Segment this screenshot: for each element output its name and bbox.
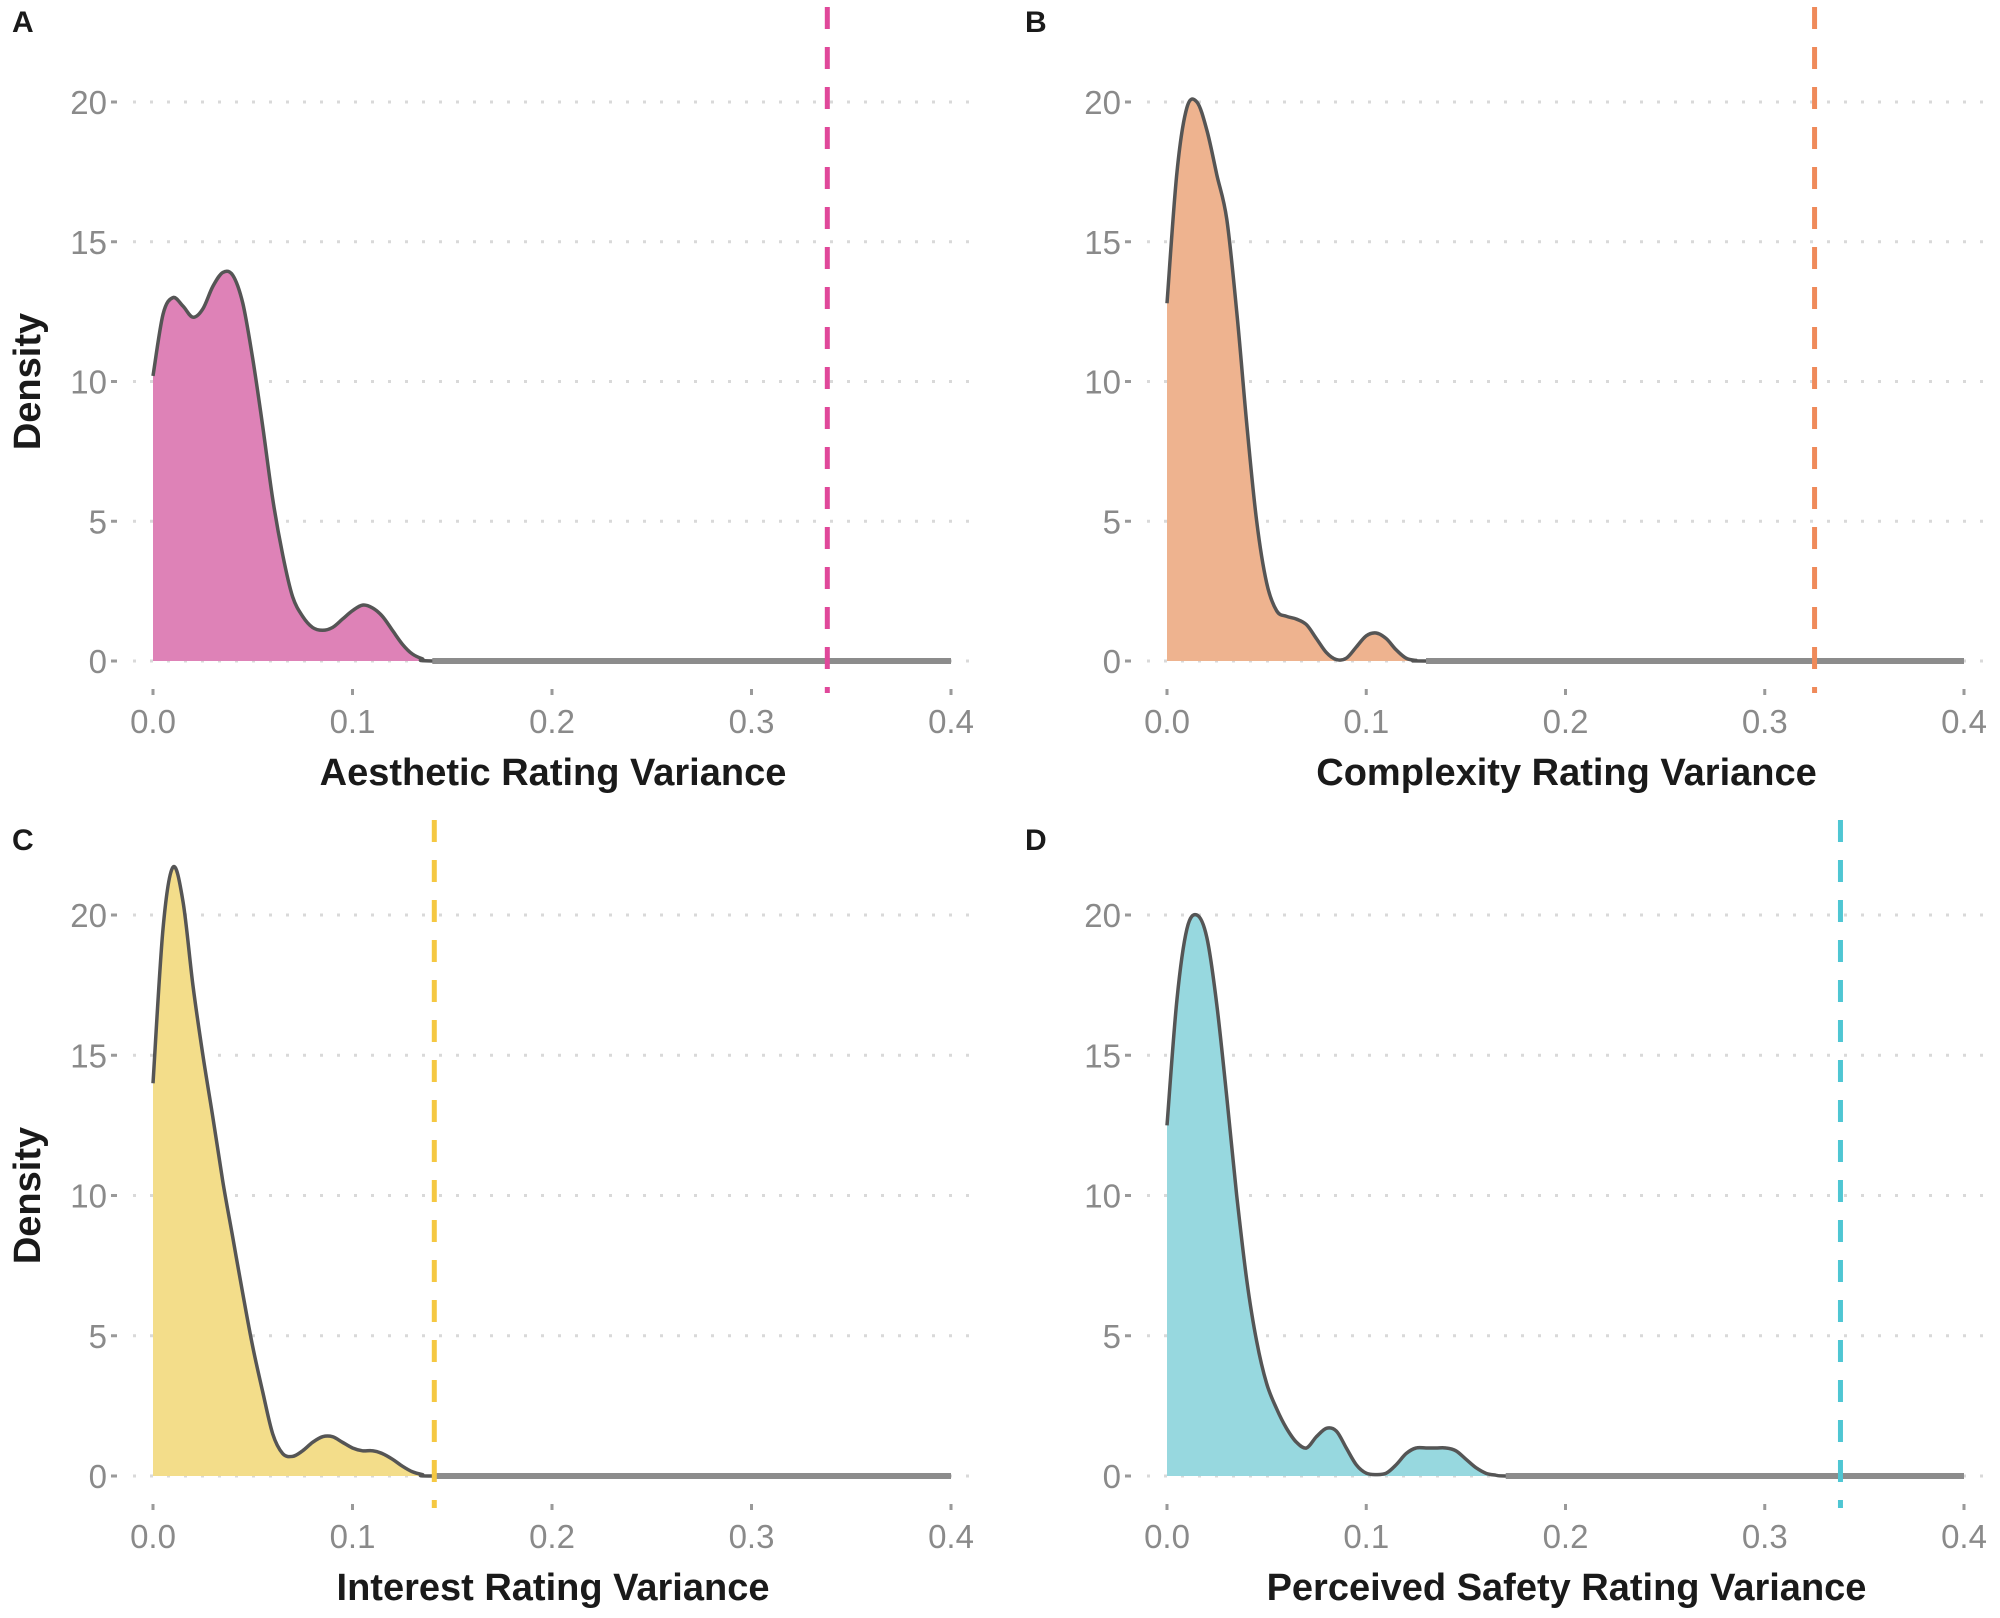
y-tick-label: 5 <box>89 503 107 540</box>
x-tick-label: 0.4 <box>1941 703 1987 740</box>
panel-c: C 0 5 10 15 20 0.0 0.1 0.2 0.3 0.4 Interest Rating … <box>7 820 979 1609</box>
y-axis-title: Density <box>7 1127 49 1264</box>
density-area <box>1167 98 1964 662</box>
x-tick-label: 0.1 <box>330 703 376 740</box>
panel-letter: A <box>12 6 34 39</box>
y-tick-label: 10 <box>1084 1178 1121 1215</box>
x-tick-label: 0.2 <box>1543 703 1589 740</box>
x-tick-label: 0.0 <box>1144 1518 1190 1555</box>
x-axis-title: Interest Rating Variance <box>337 1567 770 1609</box>
x-tick-label: 0.1 <box>330 1518 376 1555</box>
y-tick-label: 5 <box>89 1318 107 1355</box>
y-tick-label: 15 <box>70 224 107 261</box>
y-tick-label: 0 <box>1103 643 1121 680</box>
x-tick-label: 0.0 <box>1144 703 1190 740</box>
panel-b: B 0 5 10 15 20 0.0 0.1 0.2 0.3 0.4 Complexity Ratin… <box>1025 6 1992 794</box>
panel-a: A 0 5 10 15 20 0.0 0.1 0.2 0.3 0.4 Aesthetic Rating… <box>7 6 979 794</box>
y-tick-label: 0 <box>89 1458 107 1495</box>
y-tick-label: 0 <box>89 643 107 680</box>
y-tick-label: 15 <box>1084 1037 1121 1074</box>
x-tick-label: 0.3 <box>729 1518 775 1555</box>
x-tick-label: 0.3 <box>1742 1518 1788 1555</box>
density-line <box>151 864 951 1478</box>
y-tick-label: 20 <box>70 84 107 121</box>
y-axis-title: Density <box>7 313 49 450</box>
x-tick-label: 0.1 <box>1343 1518 1389 1555</box>
x-tick-label: 0.0 <box>130 1518 176 1555</box>
density-line <box>1165 97 1964 663</box>
density-line <box>1165 912 1964 1478</box>
panel-letter: D <box>1025 824 1047 857</box>
x-tick-label: 0.2 <box>529 703 575 740</box>
panel-letter: B <box>1025 6 1047 39</box>
panel-letter: C <box>12 824 34 857</box>
y-tick-label: 15 <box>1084 224 1121 261</box>
density-area <box>153 866 951 1477</box>
x-tick-label: 0.0 <box>130 703 176 740</box>
y-tick-label: 20 <box>1084 84 1121 121</box>
density-area <box>153 271 951 662</box>
x-tick-label: 0.3 <box>729 703 775 740</box>
x-tick-label: 0.4 <box>928 1518 974 1555</box>
density-area <box>1167 914 1964 1477</box>
panel-d: D 0 5 10 15 20 0.0 0.1 0.2 0.3 0.4 Perceived Safety… <box>1025 820 1992 1609</box>
x-tick-label: 0.1 <box>1343 703 1389 740</box>
y-tick-label: 10 <box>1084 364 1121 401</box>
x-tick-label: 0.3 <box>1742 703 1788 740</box>
x-tick-label: 0.2 <box>529 1518 575 1555</box>
y-tick-label: 0 <box>1103 1458 1121 1495</box>
density-line <box>151 269 951 663</box>
y-tick-label: 5 <box>1103 503 1121 540</box>
x-tick-label: 0.2 <box>1543 1518 1589 1555</box>
y-tick-label: 10 <box>70 1178 107 1215</box>
x-axis-title: Perceived Safety Rating Variance <box>1267 1567 1867 1609</box>
x-axis-title: Complexity Rating Variance <box>1316 752 1817 794</box>
y-tick-label: 15 <box>70 1037 107 1074</box>
y-tick-label: 10 <box>70 364 107 401</box>
y-tick-label: 20 <box>70 897 107 934</box>
x-tick-label: 0.4 <box>928 703 974 740</box>
x-tick-label: 0.4 <box>1941 1518 1987 1555</box>
y-tick-label: 20 <box>1084 897 1121 934</box>
x-axis-title: Aesthetic Rating Variance <box>320 752 787 794</box>
y-tick-label: 5 <box>1103 1318 1121 1355</box>
